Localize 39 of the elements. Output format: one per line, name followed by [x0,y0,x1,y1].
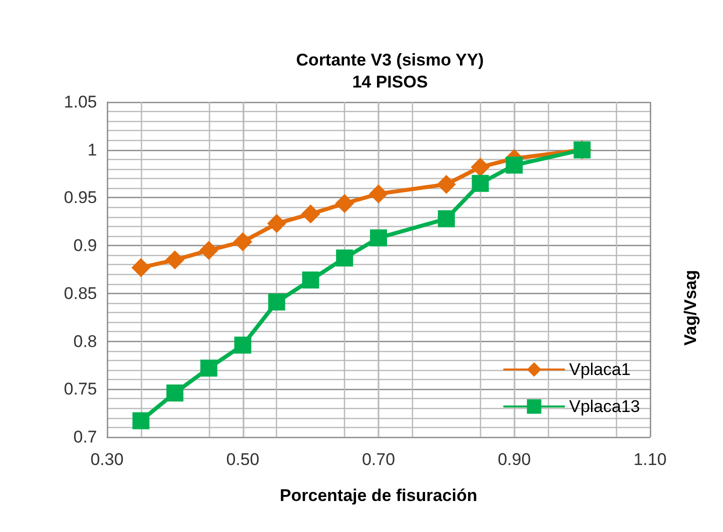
y-tick-label: 0.7 [73,428,97,446]
point [199,240,218,260]
y-tick-label: 0.95 [64,188,97,208]
point [301,204,320,224]
point [267,214,286,234]
point [200,360,218,377]
x-tick-label: 1.10 [633,450,667,469]
point [166,384,184,402]
y-axis-title: Vag/Vsag [681,270,700,346]
x-axis-title: Porcentaje de fisuración [280,486,478,505]
point [335,194,354,213]
point [132,412,150,430]
x-tick-label: 0.50 [226,450,260,469]
y-tick-label: 0.85 [64,284,97,303]
point [233,232,252,252]
y-tick-label: 1 [88,140,97,160]
point [370,229,387,246]
point [436,174,456,194]
x-tick-label: 0.30 [90,450,124,469]
point [470,158,490,177]
point [369,184,388,204]
y-tick-label: 0.75 [64,380,97,399]
x-tick-label: 0.70 [362,450,396,469]
chart-title: Cortante V3 (sismo YY) 14 PISOS [296,50,484,92]
y-tick-label: 0.8 [73,332,97,351]
legend-label: Vplaca1 [569,360,631,379]
point [472,174,489,192]
y-tick-label: 0.9 [73,236,97,256]
y-tick-label: 1.05 [64,92,97,112]
point [131,258,150,278]
x-tick-label: 0.90 [498,450,531,469]
point [302,272,320,289]
point [268,294,286,311]
legend-label: Vplaca13 [569,397,640,416]
point [438,210,455,228]
point [506,156,523,174]
point [234,336,252,354]
point [165,250,184,270]
point [336,250,354,267]
